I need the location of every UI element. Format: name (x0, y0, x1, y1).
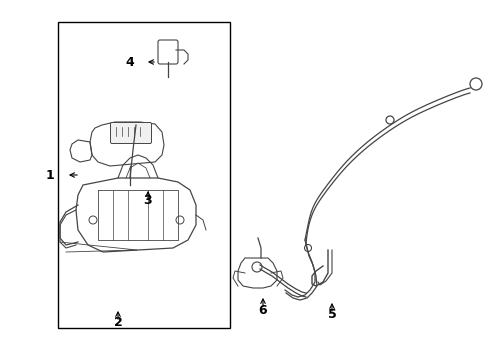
Text: 4: 4 (125, 55, 134, 68)
Bar (58, 22, 229, 328)
Text: 1: 1 (45, 168, 54, 181)
Text: 5: 5 (327, 309, 336, 321)
FancyBboxPatch shape (110, 122, 151, 144)
Text: 6: 6 (258, 303, 267, 316)
Text: 2: 2 (113, 315, 122, 328)
Text: 3: 3 (143, 194, 152, 207)
